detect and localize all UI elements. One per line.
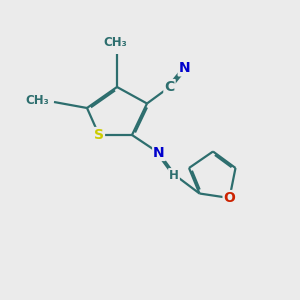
Text: CH₃: CH₃ bbox=[103, 37, 127, 50]
Text: N: N bbox=[179, 61, 190, 75]
Text: CH₃: CH₃ bbox=[26, 94, 50, 107]
Text: O: O bbox=[224, 191, 236, 205]
Text: H: H bbox=[169, 169, 179, 182]
Text: N: N bbox=[153, 146, 165, 160]
Text: C: C bbox=[164, 80, 175, 94]
Text: S: S bbox=[94, 128, 104, 142]
